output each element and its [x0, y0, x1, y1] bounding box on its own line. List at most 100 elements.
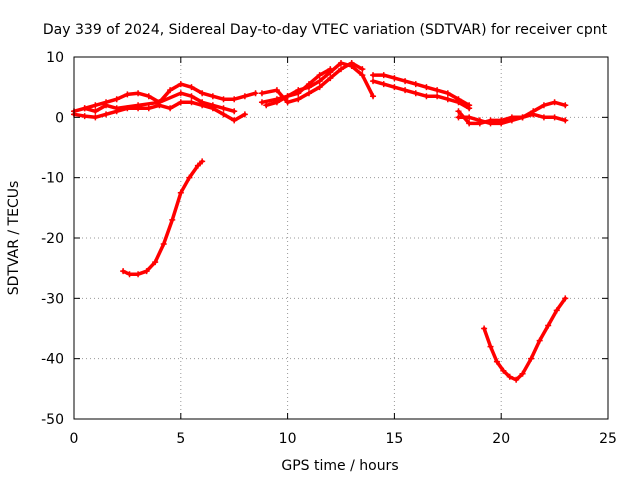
data-point	[553, 307, 560, 314]
data-point	[412, 81, 419, 88]
x-tick-labels: 0 5 10 15 20 25	[70, 431, 617, 447]
data-point	[545, 322, 552, 329]
data-point	[220, 96, 227, 103]
x-tick-label: 5	[176, 431, 185, 447]
y-tick-label: 10	[46, 50, 64, 66]
y-axis-label: SDTVAR / TECUs	[6, 181, 22, 296]
data-point	[338, 66, 344, 73]
data-point	[167, 87, 174, 94]
data-point	[188, 93, 195, 100]
series-line	[371, 79, 471, 111]
data-point	[551, 99, 558, 106]
data-point	[434, 87, 441, 94]
data-series	[481, 295, 569, 383]
data-point	[370, 78, 377, 85]
series-line	[482, 296, 568, 382]
data-series	[455, 111, 569, 127]
data-point	[126, 271, 133, 278]
data-point	[455, 99, 462, 106]
series-layer	[71, 60, 569, 383]
y-tick-label: -40	[41, 352, 64, 368]
data-point	[231, 108, 238, 115]
data-point	[305, 81, 312, 88]
data-point	[295, 90, 302, 97]
data-point	[135, 102, 142, 109]
data-point	[498, 120, 505, 127]
data-point	[143, 268, 150, 275]
data-point	[316, 78, 323, 85]
data-point	[434, 93, 441, 100]
data-point	[113, 105, 120, 112]
chart-title: Day 339 of 2024, Sidereal Day-to-day VTE…	[43, 22, 608, 38]
data-point	[103, 102, 110, 109]
data-point	[241, 93, 248, 100]
data-point	[444, 90, 451, 97]
data-point	[199, 90, 206, 97]
data-point	[359, 66, 366, 73]
data-point	[536, 337, 543, 344]
data-series	[120, 158, 206, 278]
data-point	[113, 96, 120, 103]
data-point	[284, 93, 291, 100]
data-point	[92, 102, 99, 109]
data-point	[92, 114, 99, 121]
data-point	[513, 376, 520, 383]
data-point	[316, 72, 323, 79]
data-point	[316, 84, 323, 91]
data-point	[338, 60, 344, 67]
x-tick-label: 15	[385, 431, 403, 447]
data-point	[562, 117, 569, 124]
data-point	[519, 114, 526, 121]
data-point	[466, 120, 473, 127]
data-point	[551, 114, 558, 121]
data-point	[562, 102, 569, 109]
data-point	[370, 72, 377, 79]
data-point	[508, 117, 515, 124]
data-point	[177, 189, 184, 196]
data-point	[263, 102, 270, 109]
data-point	[476, 117, 483, 124]
data-point	[327, 66, 334, 73]
data-series	[258, 60, 366, 106]
data-point	[103, 111, 110, 118]
data-point	[231, 117, 238, 124]
data-point	[124, 91, 131, 98]
series-line	[371, 73, 471, 108]
data-point	[284, 99, 291, 106]
data-point	[209, 102, 216, 109]
data-point	[327, 75, 334, 82]
data-point	[177, 90, 184, 97]
x-axis-label: GPS time / hours	[281, 458, 398, 474]
data-point	[423, 84, 430, 91]
data-point	[152, 259, 159, 266]
data-point	[540, 102, 547, 109]
data-point	[81, 113, 88, 120]
data-point	[487, 343, 494, 350]
data-point	[380, 72, 387, 79]
data-point	[177, 99, 184, 106]
data-point	[231, 96, 238, 103]
x-tick-label: 25	[599, 431, 617, 447]
data-point	[466, 114, 473, 121]
data-point	[177, 81, 184, 88]
series-line	[260, 61, 375, 105]
data-point	[160, 241, 167, 248]
data-series	[370, 72, 473, 109]
grid-lines	[74, 57, 608, 419]
data-point	[455, 114, 462, 121]
data-point	[493, 358, 500, 365]
data-point	[519, 370, 526, 377]
y-tick-label: -50	[41, 412, 64, 428]
data-series	[370, 78, 473, 112]
data-point	[209, 93, 216, 100]
data-point	[120, 268, 127, 275]
data-point	[506, 373, 513, 380]
data-point	[423, 93, 430, 100]
data-point	[169, 216, 176, 223]
data-point	[188, 99, 195, 106]
data-point	[466, 105, 473, 112]
data-series	[71, 99, 248, 124]
y-tick-labels: -50 -40 -30 -20 -10 0 10	[41, 50, 64, 428]
data-point	[156, 99, 163, 106]
